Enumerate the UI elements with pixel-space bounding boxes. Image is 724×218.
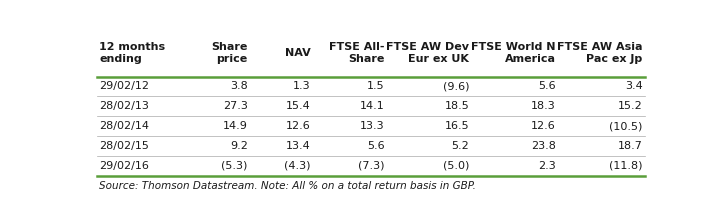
Text: 13.4: 13.4 — [286, 141, 311, 151]
Text: 29/02/16: 29/02/16 — [99, 161, 149, 171]
Text: (4.3): (4.3) — [284, 161, 311, 171]
Text: (5.0): (5.0) — [443, 161, 469, 171]
Text: FTSE AW Dev
Eur ex UK: FTSE AW Dev Eur ex UK — [386, 42, 469, 64]
Text: 15.4: 15.4 — [286, 101, 311, 111]
Text: FTSE AW Asia
Pac ex Jp: FTSE AW Asia Pac ex Jp — [557, 42, 643, 64]
Text: 18.7: 18.7 — [618, 141, 643, 151]
Text: 28/02/14: 28/02/14 — [99, 121, 149, 131]
Text: Share
price: Share price — [211, 42, 248, 64]
Text: NAV: NAV — [285, 48, 311, 58]
Text: 5.6: 5.6 — [538, 81, 556, 91]
Text: 3.8: 3.8 — [230, 81, 248, 91]
Text: 1.5: 1.5 — [367, 81, 384, 91]
Text: 18.5: 18.5 — [445, 101, 469, 111]
Text: 27.3: 27.3 — [223, 101, 248, 111]
Text: FTSE World N
America: FTSE World N America — [471, 42, 556, 64]
Text: 2.3: 2.3 — [538, 161, 556, 171]
Text: 5.6: 5.6 — [367, 141, 384, 151]
Text: 28/02/13: 28/02/13 — [99, 101, 149, 111]
Text: 29/02/12: 29/02/12 — [99, 81, 149, 91]
Text: (10.5): (10.5) — [610, 121, 643, 131]
Text: 3.4: 3.4 — [625, 81, 643, 91]
Text: 9.2: 9.2 — [230, 141, 248, 151]
Text: (11.8): (11.8) — [609, 161, 643, 171]
Text: 18.3: 18.3 — [531, 101, 556, 111]
Text: FTSE All-
Share: FTSE All- Share — [329, 42, 384, 64]
Text: 12.6: 12.6 — [286, 121, 311, 131]
Text: 5.2: 5.2 — [452, 141, 469, 151]
Text: 1.3: 1.3 — [293, 81, 311, 91]
Text: 15.2: 15.2 — [618, 101, 643, 111]
Text: (9.6): (9.6) — [442, 81, 469, 91]
Text: 16.5: 16.5 — [445, 121, 469, 131]
Text: (7.3): (7.3) — [358, 161, 384, 171]
Text: Source: Thomson Datastream. Note: All % on a total return basis in GBP.: Source: Thomson Datastream. Note: All % … — [99, 181, 476, 191]
Text: 12 months
ending: 12 months ending — [99, 42, 166, 64]
Text: 13.3: 13.3 — [360, 121, 384, 131]
Text: 28/02/15: 28/02/15 — [99, 141, 149, 151]
Text: 12.6: 12.6 — [531, 121, 556, 131]
Text: 23.8: 23.8 — [531, 141, 556, 151]
Text: 14.1: 14.1 — [360, 101, 384, 111]
Text: (5.3): (5.3) — [222, 161, 248, 171]
Text: 14.9: 14.9 — [223, 121, 248, 131]
